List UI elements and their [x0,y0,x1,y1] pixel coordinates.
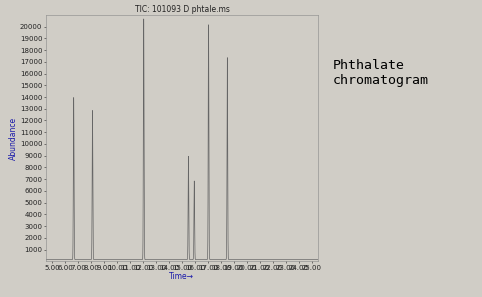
Title: TIC: 101093 D phtale.ms: TIC: 101093 D phtale.ms [134,5,229,14]
Y-axis label: Abundance: Abundance [10,116,18,160]
X-axis label: Time→: Time→ [170,272,194,281]
Text: Phthalate
chromatogram: Phthalate chromatogram [333,59,428,87]
